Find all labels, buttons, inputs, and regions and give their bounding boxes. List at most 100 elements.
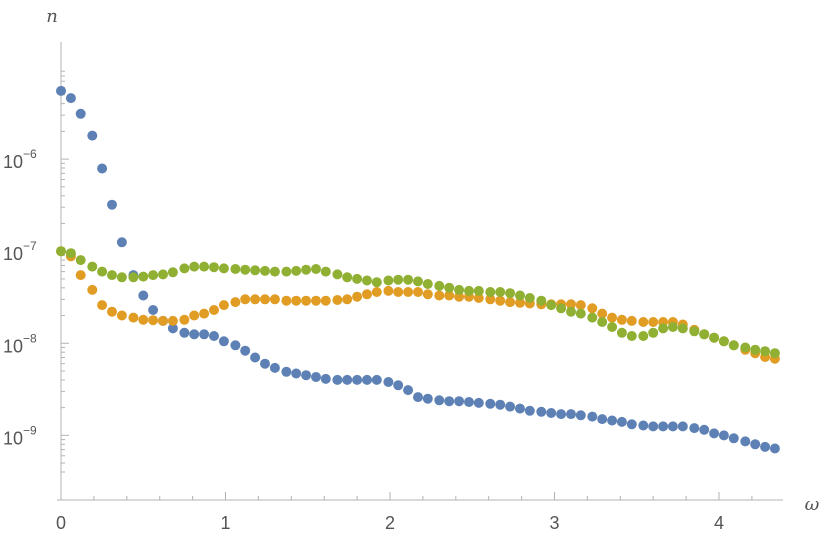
data-point [495, 399, 506, 410]
data-point [167, 267, 178, 278]
data-point [240, 294, 251, 305]
y-axis-label: n [46, 6, 58, 27]
data-point [403, 385, 414, 396]
data-point [413, 287, 423, 297]
data-point [383, 377, 394, 387]
data-point [189, 310, 200, 321]
data-point [116, 237, 127, 248]
series-3 [56, 246, 780, 359]
data-point [769, 443, 780, 454]
data-point [371, 374, 382, 385]
data-point [607, 415, 618, 426]
data-point [505, 288, 516, 299]
data-point [87, 261, 98, 272]
data-point [332, 269, 343, 280]
data-point [199, 329, 210, 340]
data-point [413, 276, 423, 287]
data-point [311, 295, 321, 306]
data-point [607, 312, 618, 323]
data-point [107, 306, 117, 317]
data-point [332, 374, 343, 385]
data-point [485, 294, 496, 305]
data-point [515, 290, 525, 301]
data-point [587, 312, 598, 323]
data-point [107, 270, 117, 281]
data-point [597, 308, 608, 319]
data-point [250, 352, 261, 363]
data-point [218, 300, 229, 311]
data-point [626, 315, 637, 326]
data-point [607, 322, 618, 332]
data-point [524, 293, 535, 303]
data-point [209, 262, 219, 273]
y-tick-label-base: 10 [3, 244, 23, 264]
data-point [148, 315, 159, 326]
data-point [648, 327, 659, 338]
data-point [383, 275, 394, 286]
data-point [616, 416, 627, 427]
y-ticks: 10−610−710−810−9 [3, 70, 69, 473]
y-tick-label-base: 10 [3, 152, 23, 172]
data-point [56, 246, 66, 257]
x-ticks: 0 1 2 3 4 [56, 492, 753, 533]
data-point [444, 396, 455, 407]
data-point [332, 295, 343, 305]
data-point [269, 266, 280, 277]
data-point [566, 299, 576, 310]
data-point [393, 287, 404, 297]
data-point [107, 199, 117, 210]
data-point [473, 397, 484, 408]
data-point [393, 274, 404, 285]
data-point [536, 406, 547, 417]
data-point [281, 266, 292, 277]
data-point [75, 108, 86, 119]
data-point [352, 273, 363, 284]
data-point [138, 290, 149, 301]
y-tick-label-base: 10 [3, 428, 23, 448]
data-point [575, 308, 586, 319]
data-point [709, 428, 720, 439]
data-point [342, 294, 353, 305]
data-point [454, 396, 465, 407]
data-point [362, 374, 372, 385]
data-point [352, 374, 363, 385]
data-point [524, 405, 535, 416]
data-point [209, 331, 219, 341]
data-point [597, 317, 608, 327]
data-point [473, 293, 484, 303]
data-point [342, 374, 353, 385]
data-point [677, 323, 688, 334]
data-point [383, 285, 394, 296]
data-point [75, 270, 86, 281]
data-point [718, 430, 729, 441]
data-point [250, 265, 261, 276]
data-point [505, 401, 516, 412]
data-point [56, 85, 66, 96]
data-point [699, 329, 710, 340]
x-tick-label: 0 [56, 513, 66, 533]
x-tick-label: 3 [549, 513, 559, 533]
x-tick-label: 4 [714, 513, 724, 533]
data-point [587, 303, 598, 314]
data-point [128, 312, 139, 323]
data-point [546, 300, 557, 311]
data-point [320, 373, 331, 384]
data-point [444, 290, 455, 301]
data-point [728, 340, 739, 351]
data-point [393, 380, 404, 391]
data-point [269, 294, 280, 305]
data-point [189, 329, 200, 340]
data-point [167, 323, 178, 334]
data-point [371, 277, 382, 288]
data-point [148, 305, 159, 315]
data-point [403, 287, 414, 297]
data-point [269, 362, 280, 373]
data-point [116, 272, 127, 283]
data-point [515, 297, 525, 308]
data-point [371, 287, 382, 297]
data-point [699, 424, 710, 435]
data-point [677, 421, 688, 432]
data-point [301, 295, 312, 306]
data-point [760, 441, 771, 452]
data-point [138, 271, 149, 282]
